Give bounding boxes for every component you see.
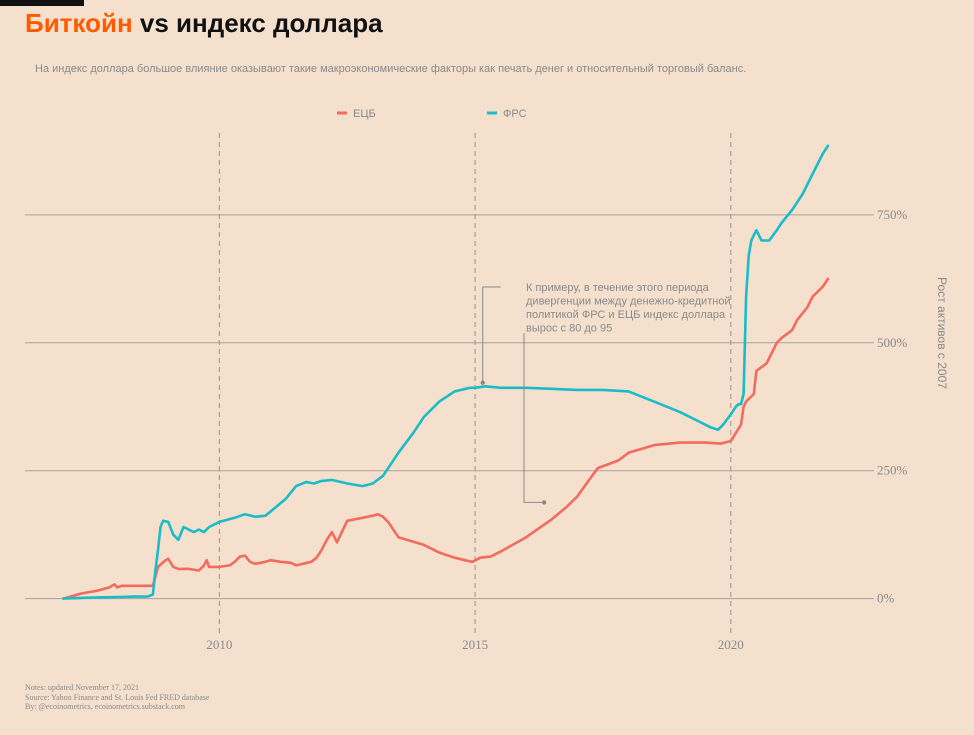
- annotation-leader-ecb: [523, 333, 545, 503]
- x-tick-label: 2015: [462, 637, 488, 652]
- series-layer: [62, 144, 830, 600]
- page-title: Биткойн vs индекс доллара: [25, 8, 383, 39]
- page-subtitle: На индекс доллара большое влияние оказыв…: [35, 63, 747, 75]
- title-rest: vs индекс доллара: [132, 8, 383, 38]
- note-line: Notes: updated November 17, 2021: [25, 683, 139, 692]
- series-line-ecb: [62, 277, 830, 600]
- y-axis-label: Рост активов с 2007: [935, 277, 949, 389]
- y-tick-label: 750%: [877, 207, 908, 222]
- axis-ticks: 0% 250% 500% 750% 2010 2015 2020: [206, 207, 907, 652]
- vertical-reference-lines: [218, 133, 732, 637]
- y-tick-label: 500%: [877, 335, 908, 350]
- legend-label-fed: ФРС: [503, 108, 527, 120]
- legend-label-ecb: ЕЦБ: [353, 108, 376, 120]
- annotation-text-line: политикой ФРС и ЕЦБ индекс доллара: [526, 309, 726, 321]
- note-line: By: @ecoinometrics, ecoinometrics.substa…: [25, 702, 185, 711]
- legend: ЕЦБ ФРС: [337, 108, 527, 120]
- x-tick-label: 2020: [718, 637, 744, 652]
- note-line: Source: Yahoo Finance and St. Louis Fed …: [25, 692, 210, 702]
- annotation-group: К примеру, в течение этого периода диверг…: [480, 282, 731, 505]
- top-accent-bar: [0, 0, 84, 6]
- notes-block: Notes: updated November 17, 2021 Source:…: [25, 683, 209, 712]
- title-accent: Биткойн: [25, 8, 133, 38]
- annotation-text-line: вырос с 80 до 95: [526, 323, 612, 335]
- x-tick-label: 2010: [206, 637, 232, 652]
- y-tick-label: 0%: [877, 591, 895, 606]
- series-line-fed: [62, 144, 830, 600]
- annotation-point-ecb: [541, 500, 547, 505]
- gridlines: [25, 214, 874, 600]
- y-tick-label: 250%: [877, 463, 908, 478]
- annotation-text-line: дивергенции между денежно-кредитной: [526, 296, 731, 308]
- annotation-point-fed: [480, 380, 485, 385]
- annotation-text-line: К примеру, в течение этого периода: [526, 282, 710, 294]
- annotation-leader-fed: [482, 286, 501, 383]
